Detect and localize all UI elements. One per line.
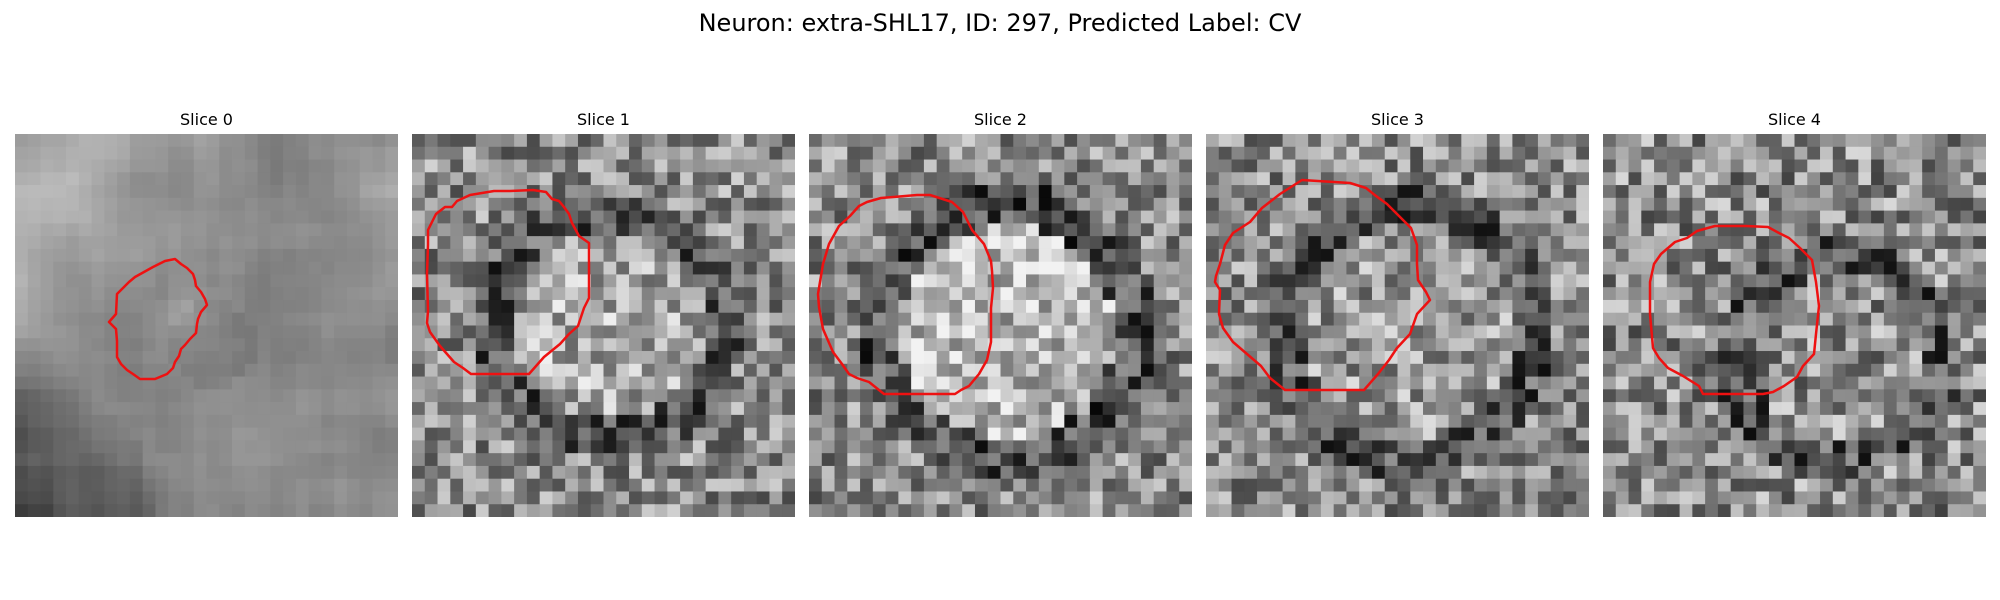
slice-image-1 (412, 134, 795, 517)
segmentation-outline (107, 257, 209, 381)
slice-panel-4: Slice 4 (1603, 110, 1986, 517)
pixel-grid (809, 134, 1192, 517)
slice-panel-0: Slice 0 (15, 110, 398, 517)
slice-image-2 (809, 134, 1192, 517)
slice-panel-1: Slice 1 (412, 110, 795, 517)
segmentation-outline (425, 188, 591, 376)
slice-image-3 (1206, 134, 1589, 517)
segmentation-outline (816, 193, 995, 396)
slice-title: Slice 0 (180, 110, 233, 129)
slice-title: Slice 3 (1371, 110, 1424, 129)
pixel-grid (1206, 134, 1589, 517)
slice-title: Slice 2 (974, 110, 1027, 129)
segmentation-outline (1213, 178, 1432, 392)
pixel-grid (15, 134, 398, 517)
slice-image-0 (15, 134, 398, 517)
slice-title: Slice 4 (1768, 110, 1821, 129)
figure-title: Neuron: extra-SHL17, ID: 297, Predicted … (698, 9, 1302, 37)
segmentation-outline (1648, 224, 1821, 396)
pixel-grid (1603, 134, 1986, 517)
slice-title: Slice 1 (577, 110, 630, 129)
slice-image-4 (1603, 134, 1986, 517)
slice-panel-3: Slice 3 (1206, 110, 1589, 517)
pixel-grid (412, 134, 795, 517)
slice-panel-2: Slice 2 (809, 110, 1192, 517)
